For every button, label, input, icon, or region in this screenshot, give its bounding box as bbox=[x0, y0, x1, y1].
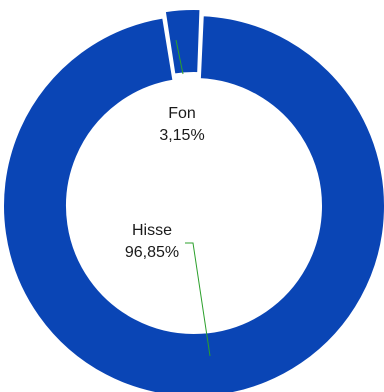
leader-line-hisse bbox=[185, 242, 211, 357]
slice-fon bbox=[163, 8, 202, 76]
slice-value-fon: 3,15% bbox=[159, 127, 204, 144]
slice-hisse bbox=[2, 14, 384, 392]
slice-name-fon: Fon bbox=[168, 105, 196, 122]
leader-line-fon bbox=[175, 39, 184, 75]
slice-value-hisse: 96,85% bbox=[125, 244, 179, 261]
slice-label-fon: Fon 3,15% bbox=[159, 105, 204, 144]
slice-name-hisse: Hisse bbox=[132, 222, 172, 239]
slices-group bbox=[2, 8, 384, 392]
slice-label-hisse: Hisse 96,85% bbox=[125, 222, 179, 261]
labels-group: Fon 3,15% Hisse 96,85% bbox=[125, 105, 205, 261]
leader-lines-group bbox=[175, 39, 211, 357]
